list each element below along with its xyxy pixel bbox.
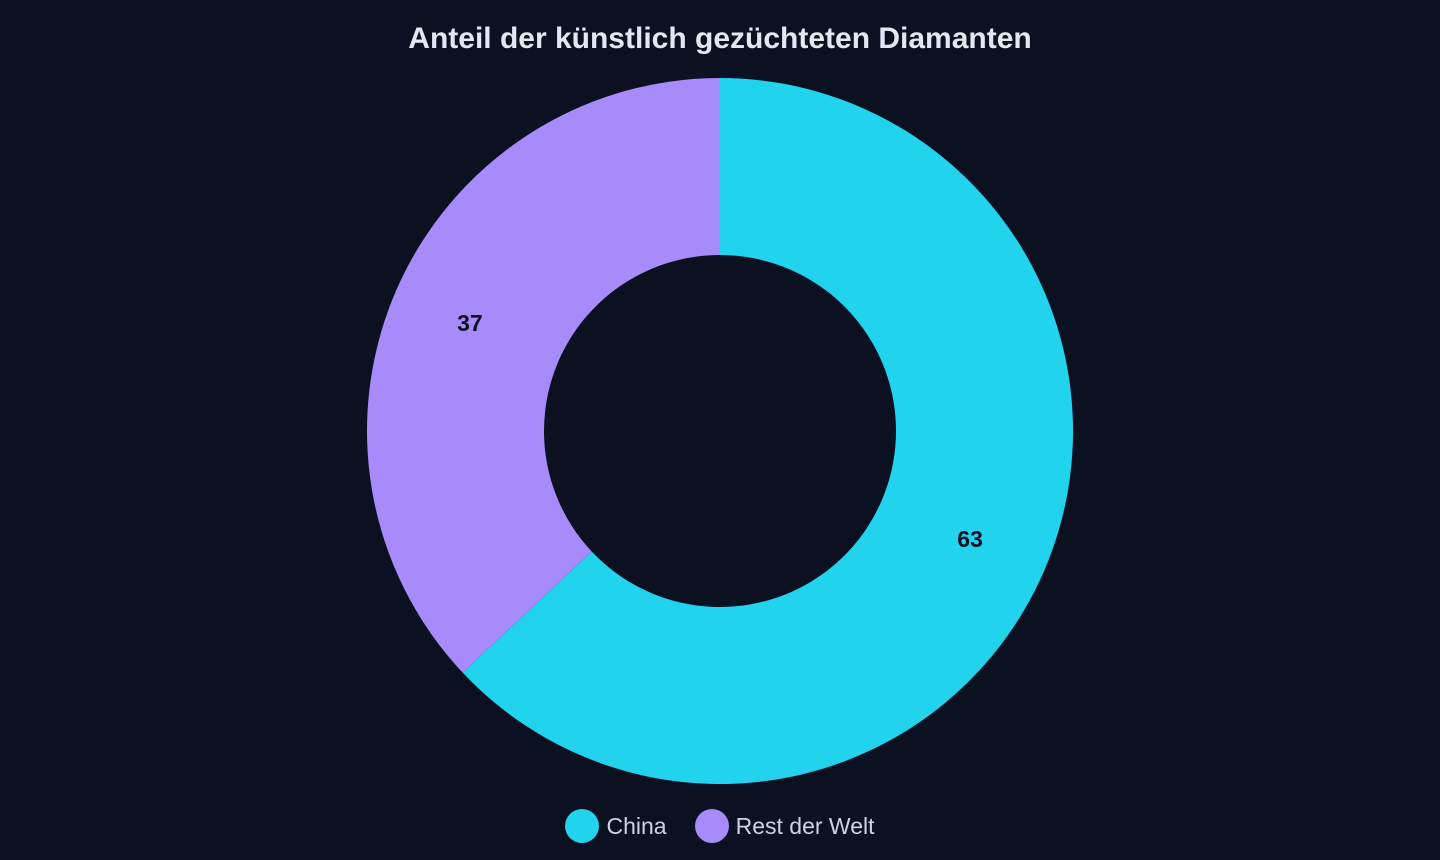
slice-labels-group: 63 37 <box>457 310 983 552</box>
legend-swatch-icon <box>565 809 600 843</box>
slice-china[interactable] <box>462 78 1073 784</box>
legend-item-rest-der-welt[interactable]: Rest der Welt <box>694 809 875 843</box>
slices-group <box>366 78 1073 784</box>
legend-label: China <box>606 812 667 839</box>
slice-label-china: 63 <box>957 526 983 552</box>
slice-label-rest-der-welt: 37 <box>457 310 483 336</box>
legend-swatch-icon <box>694 809 729 843</box>
slice-rest-der-welt[interactable] <box>366 78 720 673</box>
chart-title: Anteil der künstlich gezüchteten Diamant… <box>408 22 1032 55</box>
legend: China Rest der Welt <box>0 809 1440 843</box>
legend-item-china[interactable]: China <box>565 809 667 843</box>
legend-label: Rest der Welt <box>735 812 875 839</box>
